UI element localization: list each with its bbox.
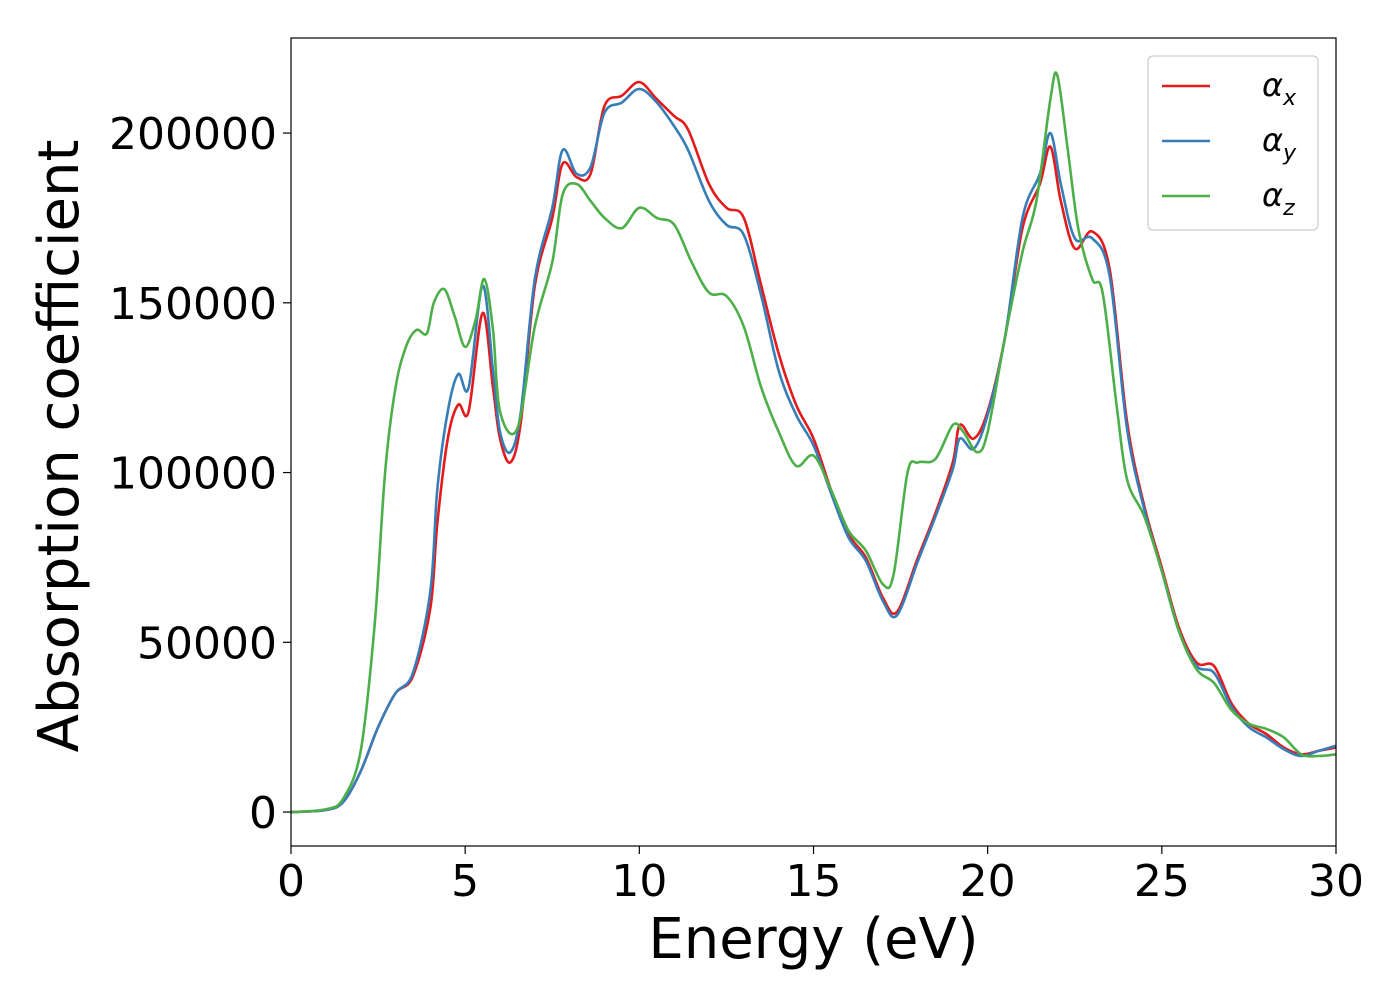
y-axis-label: Absorption coefficient (27, 140, 92, 753)
legend: αx αy αz (1147, 55, 1319, 231)
y-tick-label: 150000 (109, 279, 277, 330)
plot-lines (291, 71, 1336, 814)
y-tick-label: 0 (249, 788, 277, 839)
x-axis-label: Energy (eV) (648, 907, 978, 972)
x-tick-label: 30 (1308, 856, 1364, 907)
x-tick-label: 0 (277, 856, 305, 907)
y-tick-label: 200000 (109, 109, 277, 160)
legend-label-z: αz (1262, 176, 1295, 221)
series-line-z (291, 71, 1336, 814)
x-axis-ticks: 0 5 10 15 20 25 30 (277, 846, 1364, 907)
y-tick-label: 50000 (137, 618, 277, 669)
y-axis-ticks: 0 50000 100000 150000 200000 (109, 109, 291, 839)
x-tick-label: 5 (451, 856, 479, 907)
legend-label-x: αx (1262, 66, 1297, 111)
series-line-y (291, 87, 1336, 814)
x-tick-label: 20 (960, 856, 1016, 907)
y-tick-label: 100000 (109, 449, 277, 500)
legend-box (1147, 55, 1319, 231)
x-tick-label: 25 (1134, 856, 1190, 907)
x-tick-label: 15 (786, 856, 842, 907)
legend-label-y: αy (1262, 121, 1297, 166)
x-tick-label: 10 (611, 856, 667, 907)
